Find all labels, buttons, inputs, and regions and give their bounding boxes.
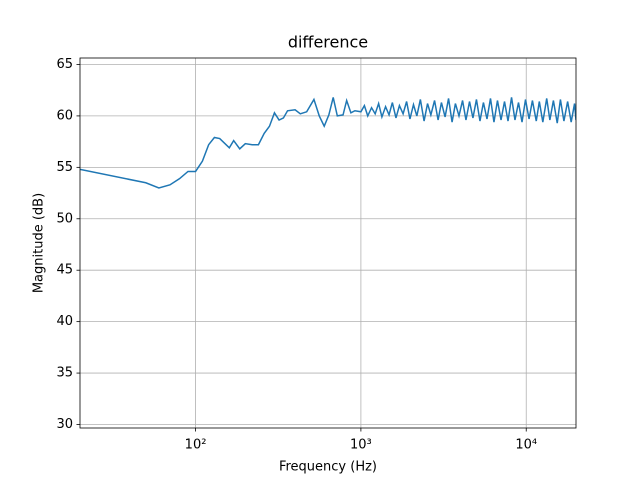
y-tick-label: 45 <box>56 263 73 278</box>
y-tick-label: 30 <box>56 417 73 432</box>
x-tick-label: 10² <box>185 438 207 453</box>
x-tick-label: 10⁴ <box>515 438 537 453</box>
data-line <box>80 97 576 189</box>
y-tick-label: 60 <box>56 108 73 123</box>
y-tick-label: 40 <box>56 314 73 329</box>
y-tick-label: 55 <box>56 160 73 175</box>
y-tick-label: 65 <box>56 57 73 72</box>
y-axis-label: Magnitude (dB) <box>32 193 47 293</box>
y-tick-label: 50 <box>56 211 73 226</box>
y-tick-label: 35 <box>56 366 73 381</box>
x-axis-label: Frequency (Hz) <box>279 460 377 475</box>
x-tick-label: 10³ <box>350 438 372 453</box>
chart-title: difference <box>288 33 368 52</box>
plot-frame <box>79 57 577 429</box>
